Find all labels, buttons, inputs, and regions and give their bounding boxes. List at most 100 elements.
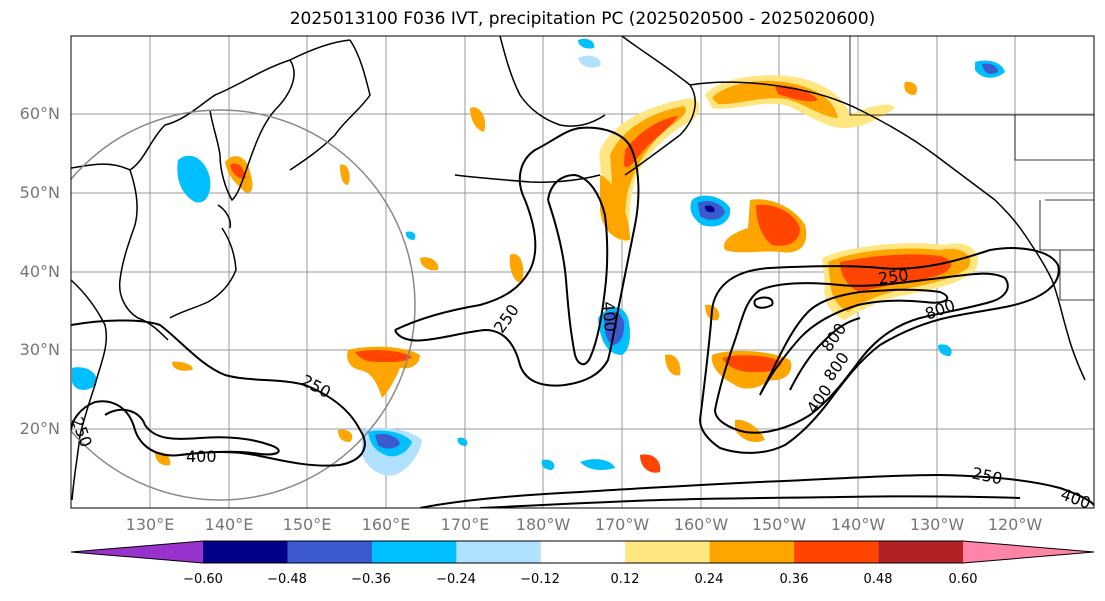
coast-bc — [994, 199, 1086, 381]
colorbar-segment — [540, 541, 626, 563]
shade-small-11 — [172, 361, 193, 371]
lon-label: 160°W — [673, 515, 729, 534]
shade-neg-west-1 — [72, 367, 97, 390]
map-title: 2025013100 F036 IVT, precipitation PC (2… — [289, 9, 876, 29]
colorbar-segment — [625, 541, 711, 563]
country-borders — [849, 36, 1094, 301]
shade-small-13 — [904, 81, 917, 95]
coast-bering — [499, 36, 606, 127]
shade-neg-west-coast-ak-core — [982, 63, 998, 74]
colorbar-frame — [70, 540, 1095, 564]
ivt-contour-loop — [753, 296, 774, 309]
coast-japan-north — [217, 204, 232, 229]
coast-kamchatka-east — [289, 39, 371, 171]
colorbar-tick-label: −0.24 — [436, 572, 476, 587]
ivt-contour-800-inner — [789, 317, 861, 391]
lat-label: 50°N — [19, 183, 60, 202]
colorbar-segment — [709, 541, 795, 563]
ivt-contour-bottom — [419, 473, 1094, 508]
contour-label: 400 — [186, 447, 217, 466]
lat-label: 60°N — [19, 104, 60, 123]
shade-small-5 — [640, 454, 661, 473]
colorbar-extend-high — [963, 541, 1094, 563]
shade-neg-north-2 — [578, 55, 601, 68]
shade-ne-pacific-core — [756, 204, 800, 246]
lat-label: 20°N — [19, 419, 60, 438]
colorbar-segment — [371, 541, 457, 563]
lon-label: 150°E — [282, 515, 332, 534]
shade-gulf-alaska-core — [775, 85, 818, 102]
lon-label: 120°W — [987, 515, 1043, 534]
colorbar-segment — [203, 541, 288, 563]
shade-small-4 — [470, 107, 486, 132]
ivt-contour-400-west — [104, 408, 280, 456]
ivt-contour-250-east — [699, 247, 1060, 454]
lon-label: 170°W — [594, 515, 650, 534]
shade-alaska-pen-inner — [610, 106, 686, 232]
colorbar-tick-label: 0.48 — [863, 572, 893, 587]
contour-label: 400 — [1058, 485, 1093, 513]
lon-label: 140°W — [830, 515, 886, 534]
colorbar-extend-low — [71, 541, 203, 563]
shade-alaska-pen-core — [624, 116, 678, 168]
shade-westcoast-core — [840, 254, 952, 292]
shade-gulf-alaska-inner — [712, 80, 838, 118]
shade-neg-small-2 — [457, 437, 468, 446]
colorbar-tick-label: −0.48 — [267, 572, 307, 587]
lon-label: 150°W — [751, 515, 807, 534]
lon-label: 130°W — [909, 515, 965, 534]
shade-neg-japan — [177, 155, 211, 203]
ivt-contour-250-west — [71, 319, 366, 467]
ivt-contours — [71, 126, 1094, 508]
lon-label: 140°E — [204, 515, 254, 534]
border-states-2 — [1059, 250, 1094, 301]
colorbar-tick-label: −0.12 — [520, 572, 560, 587]
precipitation-shading — [72, 38, 1005, 476]
ivt-contour-bottom-2 — [479, 495, 1021, 508]
ivt-contour-400-east — [714, 272, 1009, 434]
border-us-canada — [849, 36, 1094, 116]
contour-label: 800 — [922, 295, 957, 323]
shade-neg-north-1 — [578, 38, 595, 49]
lon-label: 180°W — [515, 515, 571, 534]
shade-neg-west-2 — [938, 344, 952, 356]
lat-label: 30°N — [19, 340, 60, 359]
shade-kamchatka-core — [230, 163, 246, 179]
colorbar-segment — [878, 541, 964, 563]
shade-small-1 — [600, 175, 630, 241]
shade-neg-small-1 — [405, 231, 416, 240]
ivt-contour-800-east — [759, 288, 949, 396]
shade-neg-bottom-1 — [580, 459, 615, 470]
contour-label: 250 — [877, 265, 910, 288]
colorbar-segment — [287, 541, 373, 563]
colorbar-tick-label: 0.60 — [948, 572, 978, 587]
lon-label: 160°E — [361, 515, 411, 534]
shade-160e-core — [355, 350, 412, 363]
shade-neg-160e-core — [375, 434, 400, 449]
lon-label: 130°E — [125, 515, 175, 534]
coast-aleutians — [454, 174, 601, 183]
colorbar-tick-label: 0.24 — [694, 572, 724, 587]
shade-neg-north-pac-max — [704, 205, 715, 213]
shade-small-6 — [735, 419, 765, 442]
shade-small-2 — [509, 254, 524, 283]
lat-label: 40°N — [19, 262, 60, 281]
coast-china — [71, 279, 107, 501]
coast-alaska-south — [689, 81, 996, 201]
ivt-contour-250-central — [394, 126, 640, 387]
lon-label: 170°E — [440, 515, 490, 534]
shade-small-7 — [665, 354, 681, 376]
contour-label: 400 — [803, 381, 836, 417]
ivt-contour-400-central — [547, 173, 609, 366]
coast-kamchatka — [209, 59, 295, 202]
colorbar-tick-label: −0.36 — [351, 572, 391, 587]
shade-small-12 — [338, 429, 353, 442]
shade-neg-bottom-2 — [541, 459, 555, 470]
shade-small-3 — [420, 257, 439, 271]
colorbar-tick-label: 0.36 — [779, 572, 809, 587]
contour-label: 800 — [820, 349, 853, 385]
colorbar-segment — [456, 541, 542, 563]
great-circle-ring — [71, 109, 416, 501]
colorbar-tick-label: −0.60 — [183, 572, 223, 587]
